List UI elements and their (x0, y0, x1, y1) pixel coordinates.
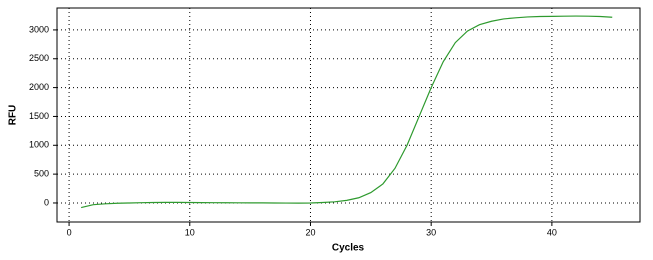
x-axis-title: Cycles (332, 243, 365, 254)
y-tick-label: 3000 (29, 24, 49, 34)
y-tick-label: 500 (34, 168, 49, 178)
plot-frame (56, 7, 641, 223)
x-tick-label: 30 (426, 227, 436, 237)
x-tick-label: 10 (185, 227, 195, 237)
y-axis-title: RFU (8, 105, 19, 126)
y-tick-label: 1500 (29, 111, 49, 121)
data-line (81, 15, 613, 209)
y-tick-label: 1000 (29, 140, 49, 150)
x-tick-label: 0 (67, 227, 72, 237)
y-tick-label: 0 (44, 197, 49, 207)
y-tick-label: 2000 (29, 82, 49, 92)
x-tick-label: 40 (547, 227, 557, 237)
y-tick-label: 2500 (29, 53, 49, 63)
x-tick-label: 20 (305, 227, 315, 237)
